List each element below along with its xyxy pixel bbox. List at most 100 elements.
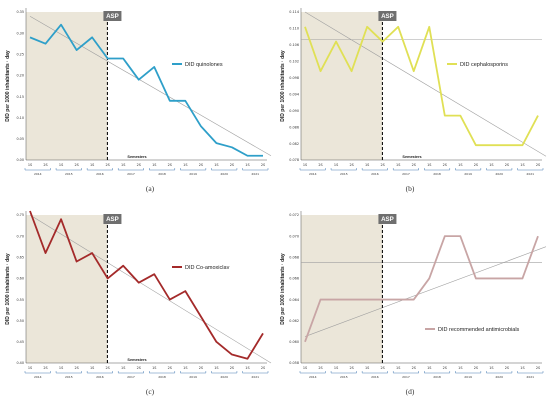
year-label: 2020 <box>220 172 228 176</box>
y-tick-label: 0.55 <box>16 298 24 302</box>
y-tick-label: 0.110 <box>289 27 299 31</box>
year-label: 2014 <box>309 375 317 379</box>
semester-label: 1S <box>303 366 307 370</box>
pre-asp-region <box>301 12 383 160</box>
y-tick-label: 0.30 <box>16 31 24 35</box>
series-line <box>304 235 539 343</box>
year-label: 2019 <box>189 375 197 379</box>
year-bracket <box>486 168 513 171</box>
semester-label: 2S <box>199 366 203 370</box>
year-label: 2015 <box>340 172 348 176</box>
semester-label: 1S <box>458 163 462 167</box>
year-bracket <box>455 371 482 374</box>
semester-label: 1S <box>245 163 249 167</box>
y-tick-label: 0.090 <box>289 109 299 113</box>
semester-label: 2S <box>261 163 265 167</box>
y-tick-label: 0.40 <box>16 361 24 365</box>
y-tick-label: 0.064 <box>289 298 299 302</box>
panel-caption: (d) <box>406 387 415 396</box>
semester-label: 2S <box>168 366 172 370</box>
semester-label: 2S <box>106 366 110 370</box>
year-bracket <box>361 168 388 171</box>
y-tick-label: 0.058 <box>289 361 299 365</box>
semester-label: 1S <box>396 163 400 167</box>
semester-label: 1S <box>365 163 369 167</box>
year-bracket <box>24 168 51 171</box>
semester-label: 2S <box>74 163 78 167</box>
year-bracket <box>180 168 207 171</box>
y-tick-label: 0.70 <box>16 234 24 238</box>
semester-label: 1S <box>121 163 125 167</box>
year-label: 2016 <box>96 375 104 379</box>
chart-panel-a: 0.00 0.05 0.10 0.15 0.20 0.25 0.30 0.35 DID per … <box>0 0 275 202</box>
y-tick-label: 0.50 <box>16 319 24 323</box>
year-bracket <box>86 371 113 374</box>
semester-label: 2S <box>536 163 540 167</box>
y-tick-label: 0.00 <box>16 158 24 162</box>
semester-label: 1S <box>458 366 462 370</box>
y-tick-label: 0.35 <box>16 10 24 14</box>
year-bracket <box>299 168 326 171</box>
semester-label: 1S <box>183 366 187 370</box>
semester-label: 1S <box>245 366 249 370</box>
semester-label: 1S <box>152 366 156 370</box>
year-label: 2016 <box>371 375 379 379</box>
semester-label: 2S <box>381 163 385 167</box>
year-label: 2018 <box>158 172 166 176</box>
y-tick-label: 0.05 <box>16 137 24 141</box>
y-tick-label: 0.102 <box>289 60 299 64</box>
chart-panel-c: 0.40 0.45 0.50 0.55 0.60 0.65 0.70 0.75 DID per … <box>0 203 275 405</box>
semester-label: 2S <box>505 366 509 370</box>
y-tick-label: 0.062 <box>289 319 299 323</box>
semester-label: 1S <box>90 163 94 167</box>
semester-label: 2S <box>137 163 141 167</box>
semester-label: 1S <box>214 366 218 370</box>
year-bracket <box>299 371 326 374</box>
semester-label: 2S <box>137 366 141 370</box>
year-bracket <box>149 371 176 374</box>
year-bracket <box>242 168 269 171</box>
semester-label: 1S <box>427 366 431 370</box>
semester-label: 1S <box>28 163 32 167</box>
semester-label: 2S <box>443 163 447 167</box>
year-bracket <box>392 371 419 374</box>
series-line <box>304 25 539 147</box>
y-tick-label: 0.070 <box>289 234 299 238</box>
panel-caption: (a) <box>146 184 155 193</box>
semester-label: 1S <box>396 366 400 370</box>
semester-label: 1S <box>520 366 524 370</box>
year-bracket <box>149 168 176 171</box>
semester-label: 2S <box>505 163 509 167</box>
year-bracket <box>330 371 357 374</box>
asp-label: ASP <box>381 216 394 223</box>
semester-label: 1S <box>59 163 63 167</box>
year-bracket <box>55 168 82 171</box>
y-tick-label: 0.20 <box>16 74 24 78</box>
y-axis-label: DID per 1000 inhabitants · day <box>5 50 11 122</box>
legend-label: DID recommended antimicrobials <box>438 327 520 333</box>
year-label: 2019 <box>464 375 472 379</box>
year-bracket <box>517 371 544 374</box>
semester-label: 1S <box>334 366 338 370</box>
semester-label: 2S <box>318 366 322 370</box>
semester-label: 1S <box>214 163 218 167</box>
asp-label: ASP <box>381 13 394 20</box>
year-label: 2019 <box>464 172 472 176</box>
y-tick-label: 0.066 <box>289 277 299 281</box>
year-label: 2017 <box>127 172 135 176</box>
pre-asp-region <box>26 12 108 160</box>
legend-label: DID quinolones <box>185 62 223 68</box>
pre-asp-region <box>26 215 108 363</box>
year-label: 2017 <box>127 375 135 379</box>
semester-label: 1S <box>334 163 338 167</box>
year-bracket <box>455 168 482 171</box>
semester-label: 1S <box>489 163 493 167</box>
y-tick-label: 0.094 <box>289 92 299 96</box>
year-label: 2020 <box>495 375 503 379</box>
semester-label: 2S <box>199 163 203 167</box>
semester-label: 2S <box>474 163 478 167</box>
y-tick-label: 0.15 <box>16 95 24 99</box>
year-bracket <box>486 371 513 374</box>
y-axis-label: DID per 1000 inhabitants · day <box>280 253 286 325</box>
panel-caption: (c) <box>146 387 155 396</box>
